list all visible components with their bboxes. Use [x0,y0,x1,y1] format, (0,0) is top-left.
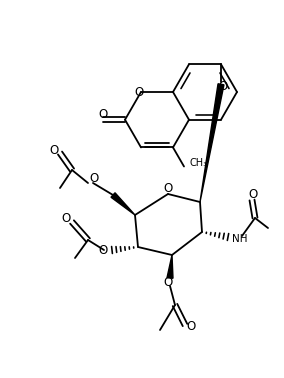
Text: CH₃: CH₃ [189,158,207,169]
Text: O: O [163,276,173,290]
Polygon shape [200,84,224,202]
Text: O: O [99,245,108,257]
Text: O: O [163,183,173,195]
Text: O: O [61,212,71,225]
Text: O: O [89,172,99,186]
Text: O: O [98,108,108,121]
Polygon shape [167,255,173,278]
Text: O: O [186,321,196,333]
Polygon shape [111,193,135,215]
Text: O: O [248,187,258,200]
Text: O: O [218,80,227,93]
Text: O: O [134,87,144,99]
Text: NH: NH [232,234,247,244]
Text: O: O [49,144,59,156]
